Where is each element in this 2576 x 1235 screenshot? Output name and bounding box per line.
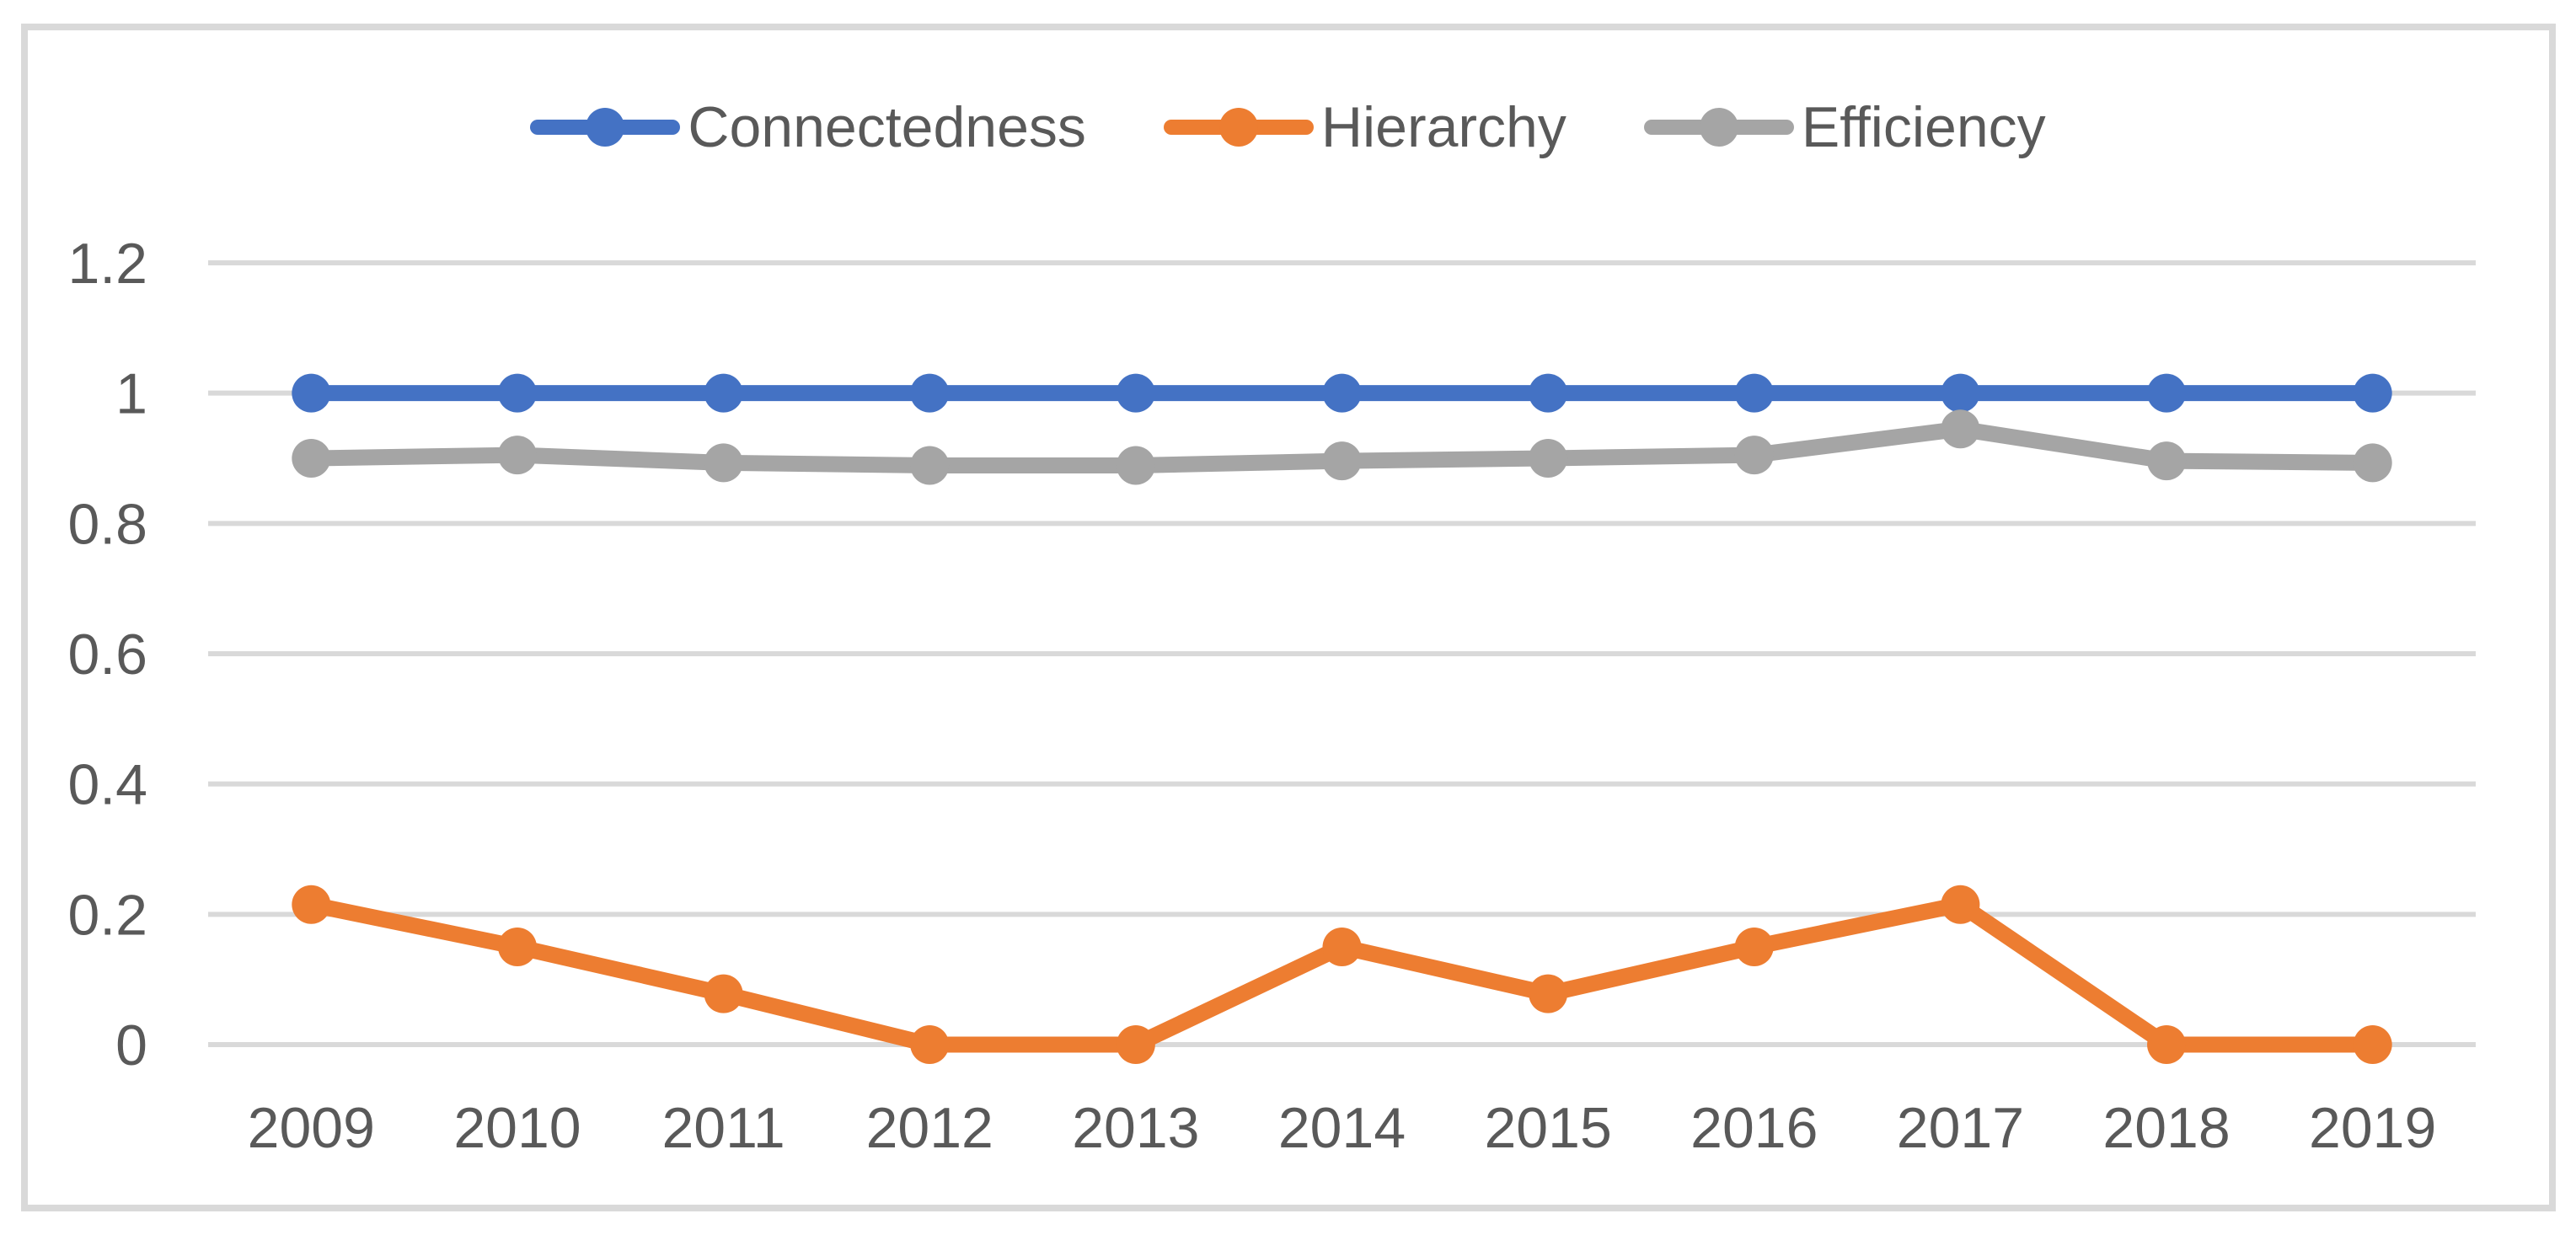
data-point-marker-hierarchy xyxy=(292,885,331,924)
series-line-hierarchy xyxy=(303,896,2381,1053)
legend-circle-marker xyxy=(1218,108,1258,147)
legend-marker-icon-hierarchy xyxy=(1163,108,1314,147)
legend-label-connectedness: Connectedness xyxy=(688,95,1086,159)
data-point-marker-hierarchy xyxy=(1941,885,1980,924)
y-tick-label: 0 xyxy=(115,1013,147,1077)
legend-marker-icon-connectedness xyxy=(530,108,681,147)
data-point-marker-efficiency xyxy=(2147,441,2187,481)
x-tick-label: 2018 xyxy=(2102,1096,2230,1160)
x-axis-labels-group: 2009 2010 2011 2012 2013 2014 2015 2016 2017 2018… xyxy=(248,1096,2437,1160)
legend-label-efficiency: Efficiency xyxy=(1801,95,2046,159)
x-tick-label: 2011 xyxy=(661,1096,785,1160)
data-point-marker-efficiency xyxy=(1529,439,1568,478)
legend-item-hierarchy: Hierarchy xyxy=(1163,95,1566,159)
data-point-marker-connectedness xyxy=(1734,373,1774,413)
legend-item-connectedness: Connectedness xyxy=(530,99,1086,156)
data-point-marker-hierarchy xyxy=(1529,974,1568,1013)
legend-circle-marker xyxy=(1699,108,1738,147)
x-tick-label: 2009 xyxy=(248,1096,375,1160)
data-point-marker-efficiency xyxy=(1116,446,1155,485)
data-point-marker-connectedness xyxy=(1941,373,1980,413)
data-point-marker-hierarchy xyxy=(1322,928,1362,966)
data-point-marker-efficiency xyxy=(2353,443,2392,483)
data-point-marker-efficiency xyxy=(1734,436,1774,475)
chart-legend: Connectedness Hierarchy Efficiency xyxy=(0,91,2576,163)
x-tick-label: 2012 xyxy=(866,1096,993,1160)
series-group-efficiency xyxy=(292,409,2392,485)
chart-border-frame xyxy=(21,24,2556,1211)
data-point-marker-connectedness xyxy=(1529,373,1568,413)
y-tick-label: 0.2 xyxy=(67,883,147,947)
data-point-marker-connectedness xyxy=(2147,373,2187,413)
series-group-connectedness xyxy=(292,373,2392,413)
x-tick-label: 2013 xyxy=(1072,1096,1199,1160)
y-tick-label: 0.4 xyxy=(67,753,147,817)
data-point-marker-hierarchy xyxy=(497,928,537,966)
legend-circle-marker xyxy=(586,108,625,147)
data-point-marker-hierarchy xyxy=(1116,1025,1155,1064)
y-tick-label: 0.6 xyxy=(67,623,147,687)
data-point-marker-connectedness xyxy=(292,373,331,413)
x-tick-label: 2014 xyxy=(1278,1096,1406,1160)
data-point-marker-efficiency xyxy=(292,439,331,478)
data-point-marker-connectedness xyxy=(1116,373,1155,413)
data-point-marker-efficiency xyxy=(1941,409,1980,449)
data-point-marker-hierarchy xyxy=(1734,928,1774,966)
data-point-marker-connectedness xyxy=(704,373,743,413)
y-tick-label: 0.8 xyxy=(67,492,147,556)
x-tick-label: 2015 xyxy=(1484,1096,1611,1160)
series-group-hierarchy xyxy=(292,885,2392,1064)
legend-item-efficiency: Efficiency xyxy=(1643,95,2046,159)
x-tick-label: 2017 xyxy=(1897,1096,2024,1160)
x-tick-label: 2010 xyxy=(453,1096,581,1160)
data-point-marker-hierarchy xyxy=(2147,1025,2187,1064)
y-tick-label: 1.2 xyxy=(67,232,147,296)
data-point-marker-efficiency xyxy=(1322,441,1362,481)
data-point-marker-hierarchy xyxy=(704,974,743,1013)
data-point-marker-connectedness xyxy=(2353,373,2392,413)
legend-marker-icon-efficiency xyxy=(1643,108,1794,147)
data-point-marker-connectedness xyxy=(1322,373,1362,413)
y-axis-labels-group: 1.2 1 0.8 0.6 0.4 0.2 0 xyxy=(67,232,147,1077)
y-tick-label: 1 xyxy=(115,362,147,426)
legend-label-hierarchy: Hierarchy xyxy=(1320,95,1566,159)
data-point-marker-efficiency xyxy=(910,446,950,485)
data-point-marker-hierarchy xyxy=(2353,1025,2392,1064)
data-point-marker-connectedness xyxy=(910,373,950,413)
data-point-marker-efficiency xyxy=(704,443,743,483)
x-tick-label: 2019 xyxy=(2309,1096,2436,1160)
x-tick-label: 2016 xyxy=(1690,1096,1818,1160)
data-point-marker-connectedness xyxy=(497,373,537,413)
data-point-marker-efficiency xyxy=(497,436,537,475)
data-point-marker-hierarchy xyxy=(910,1025,950,1064)
